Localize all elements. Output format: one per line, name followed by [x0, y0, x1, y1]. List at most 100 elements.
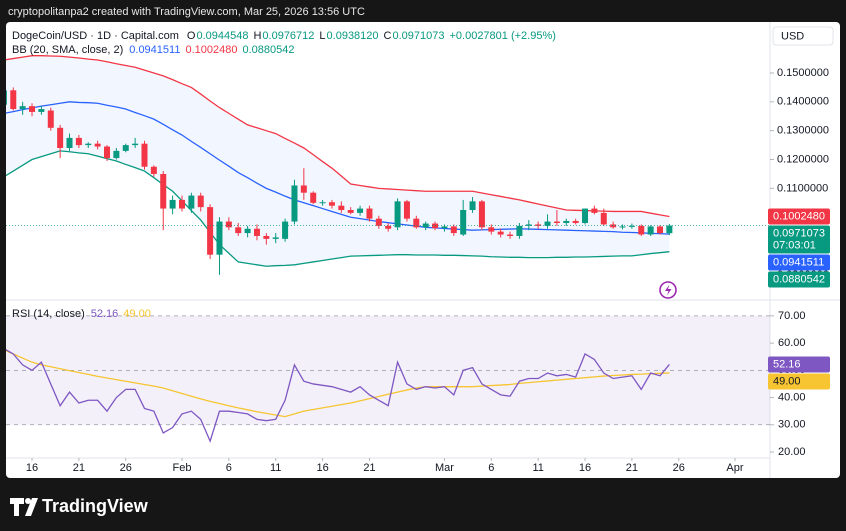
candle-body — [450, 226, 457, 234]
x-tick-label: 16 — [26, 462, 38, 474]
legend-indicator-value: 0.0941511 — [129, 44, 180, 56]
candle-body — [6, 90, 7, 105]
candle-body — [478, 201, 485, 228]
x-tick-label: 16 — [579, 462, 591, 474]
candle-body — [188, 195, 195, 209]
candle-body — [169, 199, 176, 209]
rsi-pane — [6, 315, 770, 443]
candle-body — [563, 220, 570, 223]
candle-body — [291, 185, 298, 222]
candle-body — [263, 235, 270, 239]
banner: cryptopolitanpa2 created with TradingVie… — [8, 6, 365, 18]
candle-body — [310, 192, 317, 203]
price-badge-label: 49.00 — [773, 375, 801, 387]
legend-ohlc-key: O — [187, 30, 196, 42]
candle-body — [413, 218, 420, 228]
candle-body — [178, 199, 185, 209]
candle-body — [338, 205, 345, 211]
brand-name: TradingView — [42, 496, 149, 516]
candle-body — [553, 221, 560, 223]
candle-body — [516, 225, 523, 236]
price-badge — [768, 271, 830, 288]
price-badge — [768, 208, 830, 225]
candle-body — [300, 185, 307, 193]
legend-indicator: BB (20, SMA, close, 2) — [12, 44, 123, 56]
candle-body — [160, 173, 167, 209]
price-badge-label: 0.0971073 — [773, 227, 825, 239]
candle-body — [488, 227, 495, 232]
candle-body — [619, 226, 626, 228]
y-tick-label: 70.00 — [778, 310, 806, 322]
currency-button[interactable] — [772, 26, 834, 46]
price-badge-label: 0.0941511 — [773, 256, 824, 268]
y-tick-label: 40.00 — [778, 391, 806, 403]
legend-ohlc-value: 0.0971073 — [392, 30, 444, 42]
bb-line — [6, 101, 670, 235]
price-pane — [6, 55, 673, 275]
x-tick-label: 21 — [73, 462, 85, 474]
candle-body — [535, 224, 542, 226]
price-badge-label: 0.0880542 — [773, 273, 825, 285]
candle-body — [150, 166, 157, 174]
logo-mark-t — [10, 498, 24, 516]
y-tick-label: 0.1200000 — [777, 153, 829, 165]
candle-body — [460, 210, 467, 235]
candle-body — [253, 228, 260, 236]
x-tick-label: 26 — [673, 462, 685, 474]
alert-icon[interactable] — [659, 281, 677, 299]
candle-body — [422, 223, 429, 228]
candle-body — [657, 226, 664, 234]
candle-body — [66, 137, 73, 148]
candle-body — [85, 143, 92, 146]
candle-body — [207, 207, 214, 255]
candle-body — [385, 225, 392, 229]
candle-body — [38, 109, 45, 112]
legend-change: +0.0027801 (+2.95%) — [449, 30, 555, 42]
candle-body — [19, 106, 26, 110]
x-tick-label: 26 — [120, 462, 132, 474]
candle-body — [94, 143, 101, 147]
x-tick-label: 21 — [626, 462, 638, 474]
candle-body — [113, 150, 120, 159]
legend-indicator-value: 49.00 — [123, 308, 151, 320]
logo-mark-v — [25, 498, 38, 516]
chart-panel — [6, 22, 840, 478]
candle-body — [132, 143, 139, 146]
candle-body — [216, 221, 223, 255]
candle-body — [225, 221, 232, 228]
currency-label[interactable]: USD — [781, 30, 804, 42]
price-badge — [768, 373, 830, 390]
legend-ohlc-value: 0.0938120 — [327, 30, 379, 42]
candle-body — [666, 225, 673, 234]
legend-indicator-value: 52.16 — [91, 308, 119, 320]
candle-body — [244, 228, 251, 234]
y-tick-label: 20.00 — [778, 446, 806, 458]
x-tick-label: 11 — [532, 462, 543, 474]
candle-body — [610, 224, 617, 228]
y-tick-label: 0.1400000 — [777, 96, 829, 108]
candle-body — [403, 201, 410, 219]
legend-indicator-value: 0.1002480 — [185, 44, 237, 56]
legend-ohlc-key: C — [384, 30, 392, 42]
candle-body — [57, 127, 64, 148]
price-badge — [768, 356, 830, 373]
bb-line — [6, 55, 670, 218]
candle-body — [282, 221, 289, 239]
legend-symbol: DogeCoin/USD · 1D · Capital.com — [12, 30, 179, 42]
candle-body — [628, 225, 635, 227]
price-badge — [768, 225, 830, 254]
legend-ohlc-key: L — [319, 30, 325, 42]
price-badge-label: 52.16 — [773, 358, 801, 370]
alert-icon-bolt[interactable] — [665, 284, 672, 296]
candle-body — [122, 145, 129, 151]
candle-body — [591, 208, 598, 213]
brand-logo — [10, 498, 38, 516]
alert-icon-ring[interactable] — [659, 281, 677, 299]
logo-mark-dot — [25, 498, 31, 504]
rsi-band — [6, 315, 770, 425]
candle-body — [357, 208, 364, 213]
candle-body — [497, 231, 504, 235]
candle-body — [104, 146, 111, 159]
candle-body — [544, 221, 551, 226]
candle-body — [319, 202, 326, 204]
